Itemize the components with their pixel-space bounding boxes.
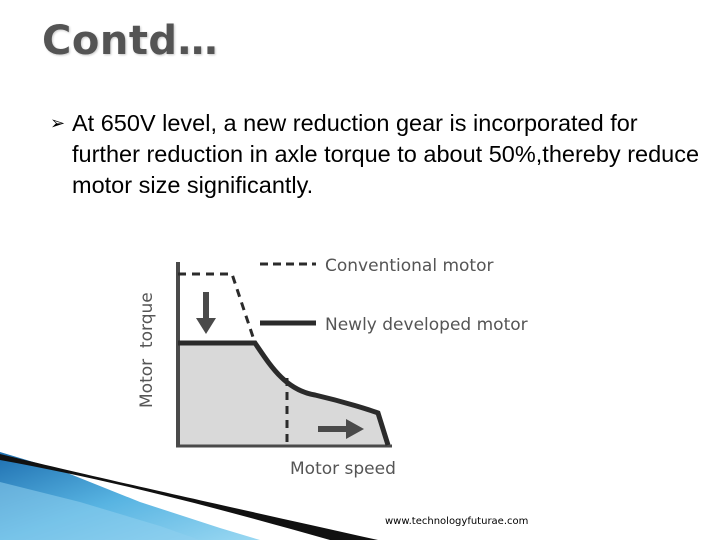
legend-new-label: Newly developed motor — [325, 315, 528, 335]
bullet-text: At 650V level, a new reduction gear is i… — [72, 110, 700, 198]
speed-right-arrow-icon — [318, 419, 364, 439]
x-axis-label: Motor speed — [290, 459, 396, 479]
slide-title: Contd… — [42, 18, 219, 64]
legend-conventional-label: Conventional motor — [325, 256, 493, 276]
bullet-item: ➢ At 650V level, a new reduction gear is… — [50, 108, 700, 201]
corner-decoration — [0, 440, 380, 540]
corner-light-band — [0, 482, 200, 540]
torque-down-arrow-icon — [196, 292, 216, 334]
conventional-motor-curve — [178, 272, 257, 344]
y-axis-label: Motor torque — [137, 292, 157, 408]
arrow-bullet-icon: ➢ — [50, 113, 66, 134]
newly-developed-area — [180, 343, 388, 445]
torque-speed-figure: Conventional motor Newly developed motor… — [120, 240, 580, 490]
newly-developed-curve — [178, 340, 391, 446]
footer-url: www.technologyfuturae.com — [385, 516, 529, 527]
